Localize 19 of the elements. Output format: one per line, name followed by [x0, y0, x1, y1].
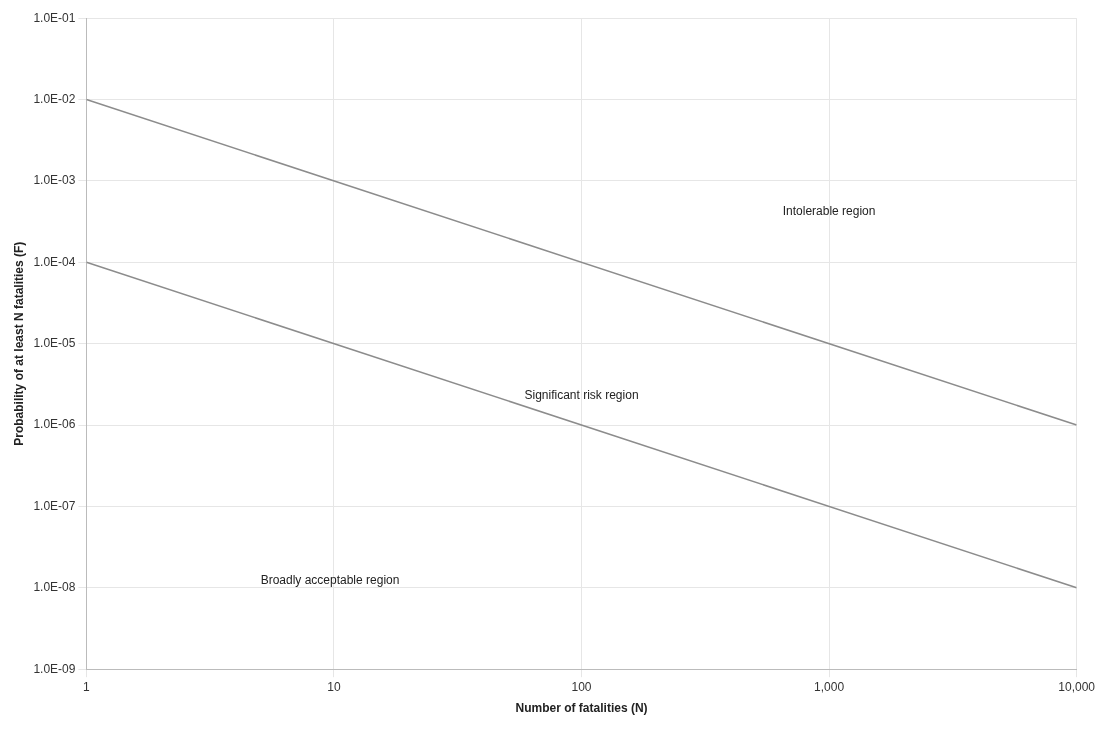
- x-tick-label: 100: [571, 679, 592, 694]
- x-axis-title: Number of fatalities (N): [515, 701, 648, 716]
- x-tick-label: 1: [83, 679, 91, 694]
- y-tick-label: 1.0E-09: [33, 661, 76, 676]
- y-tick-label: 1.0E-05: [33, 336, 76, 351]
- annotation: Significant risk region: [524, 388, 639, 403]
- annotation: Intolerable region: [782, 203, 876, 218]
- x-tick-label: 10: [327, 679, 341, 694]
- y-tick-label: 1.0E-07: [33, 498, 76, 513]
- x-tick-label: 1,000: [814, 679, 845, 694]
- y-tick-label: 1.0E-03: [33, 173, 76, 188]
- x-tick-label: 10,000: [1058, 679, 1096, 694]
- y-axis-title: Probability of at least N fatalities (F): [11, 241, 26, 446]
- y-tick-label: 1.0E-01: [33, 10, 76, 25]
- y-tick-label: 1.0E-02: [33, 91, 76, 106]
- y-tick-label: 1.0E-08: [33, 580, 76, 595]
- annotation: Broadly acceptable region: [260, 572, 400, 587]
- y-tick-label: 1.0E-04: [33, 254, 76, 269]
- y-tick-label: 1.0E-06: [33, 417, 76, 432]
